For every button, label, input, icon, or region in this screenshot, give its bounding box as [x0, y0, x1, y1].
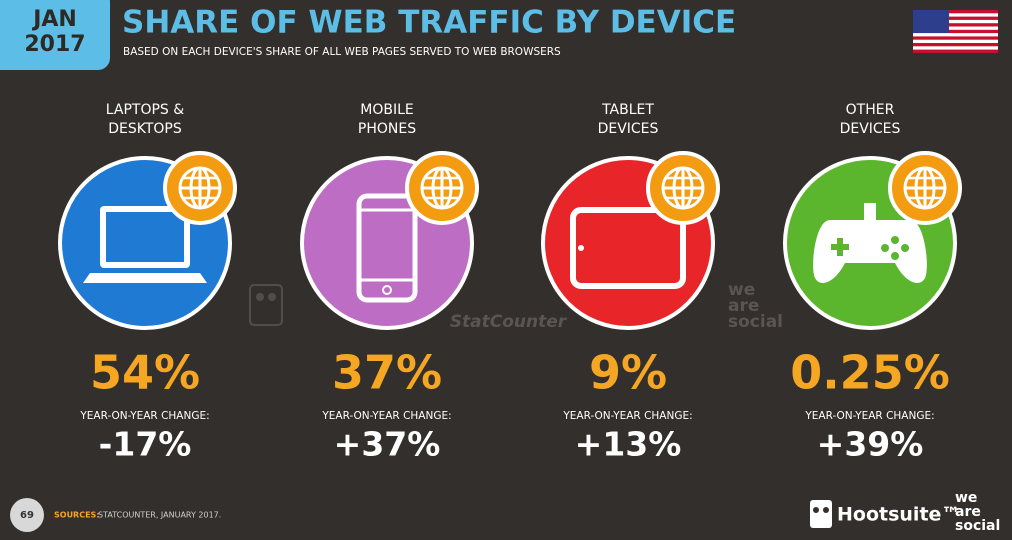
- gamepad-stem: [864, 203, 876, 221]
- change-value: +39%: [817, 425, 924, 464]
- watermark-word: are: [728, 296, 759, 316]
- sources-label: SOURCES:: [54, 511, 100, 520]
- badge-month: JAN: [31, 7, 77, 32]
- gamepad-button: [891, 236, 899, 244]
- hootsuite-logo: [810, 500, 832, 528]
- badge-year: 2017: [24, 32, 85, 57]
- title: SHARE OF WEB TRAFFIC BY DEVICE: [122, 5, 736, 41]
- device-card: MOBILE PHONES 37% YEAR-ON-YEAR CHANGE: +37%: [300, 102, 479, 464]
- change-value: +37%: [334, 425, 441, 464]
- watermark-word: we: [728, 280, 755, 300]
- device-card: OTHER DEVICES 0.25% YEAR-ON-YEAR CHANGE: +39…: [783, 102, 962, 464]
- gamepad-dpad: [831, 238, 849, 256]
- laptop-display: [106, 212, 184, 262]
- watermark-word: social: [728, 312, 783, 332]
- tablet-button: [578, 245, 584, 251]
- date-badge: [0, 0, 110, 70]
- change-value: -17%: [99, 425, 192, 464]
- brand-word: social: [955, 518, 1000, 534]
- change-label: YEAR-ON-YEAR CHANGE:: [79, 410, 209, 422]
- subtitle: BASED ON EACH DEVICE'S SHARE OF ALL WEB …: [123, 46, 561, 58]
- laptop-base: [83, 273, 207, 283]
- device-label: TABLET: [601, 102, 654, 118]
- change-label: YEAR-ON-YEAR CHANGE:: [321, 410, 451, 422]
- gamepad-body: [813, 220, 927, 283]
- share-value: 54%: [90, 346, 200, 400]
- device-card: LAPTOPS & DESKTOPS 54% YEAR-ON-YEAR CHANGE:…: [58, 102, 237, 464]
- tablet-body: [570, 207, 686, 289]
- us-flag: [913, 10, 998, 53]
- device-card: TABLET DEVICES 9% YEAR-ON-YEAR CHANGE: +13%: [541, 102, 720, 464]
- share-value: 37%: [332, 346, 442, 400]
- device-label: PHONES: [358, 121, 416, 137]
- statcounter-watermark: StatCounter: [450, 312, 568, 332]
- change-value: +13%: [575, 425, 682, 464]
- gamepad-button: [891, 252, 899, 260]
- phone-body: [356, 193, 418, 303]
- change-label: YEAR-ON-YEAR CHANGE:: [804, 410, 934, 422]
- device-label: DEVICES: [840, 121, 901, 137]
- page-number: 69: [20, 510, 34, 521]
- gamepad-button: [901, 244, 909, 252]
- phone-button: [382, 285, 392, 295]
- device-label: DEVICES: [598, 121, 659, 137]
- gamepad-button: [881, 244, 889, 252]
- sources-text: STATCOUNTER, JANUARY 2017.: [98, 511, 221, 520]
- brand-word: are: [955, 504, 981, 520]
- owl-watermark: [249, 284, 283, 326]
- hootsuite: Hootsuite™: [837, 504, 960, 526]
- device-label: LAPTOPS &: [106, 102, 184, 118]
- share-value: 9%: [589, 346, 667, 400]
- device-label: OTHER: [846, 102, 895, 118]
- device-label: MOBILE: [360, 102, 413, 118]
- change-label: YEAR-ON-YEAR CHANGE:: [562, 410, 692, 422]
- brand-word: we: [955, 490, 977, 506]
- device-label: DESKTOPS: [108, 121, 182, 137]
- share-value: 0.25%: [790, 346, 950, 400]
- page-badge: [10, 498, 44, 532]
